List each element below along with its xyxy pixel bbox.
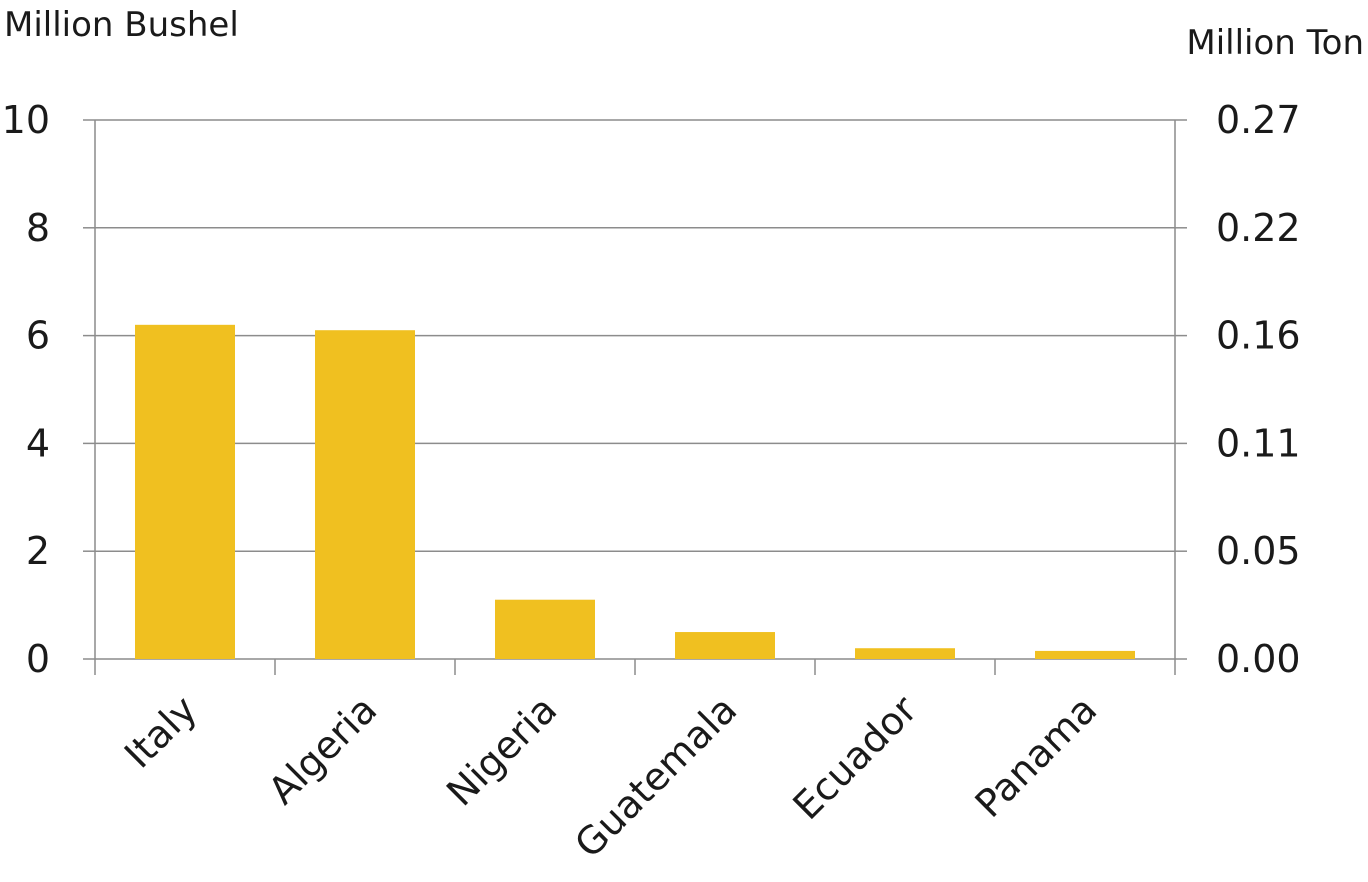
category-label: Italy (116, 687, 205, 776)
category-label: Guatemala (566, 687, 745, 866)
right-tick-label: 0.27 (1216, 98, 1301, 142)
left-tick-labels: 0 2 4 6 8 10 (2, 98, 50, 681)
bars (135, 324, 1135, 659)
axes (83, 119, 1187, 675)
bar-algeria (315, 330, 415, 659)
category-label: Nigeria (438, 687, 565, 814)
bar-panama (1035, 650, 1135, 659)
right-tick-labels: 0.00 0.05 0.11 0.16 0.22 0.27 (1216, 98, 1301, 681)
category-label: Ecuador (784, 687, 925, 828)
bar-italy (135, 324, 235, 659)
left-tick-label: 10 (2, 98, 50, 142)
gridlines (95, 119, 1175, 660)
right-tick-label: 0.16 (1216, 314, 1301, 358)
category-labels: Italy Algeria Nigeria Guatemala Ecuador Panam… (116, 687, 1105, 866)
right-tick-label: 0.11 (1216, 421, 1301, 465)
left-axis-title: Million Bushel (4, 5, 239, 45)
bar-nigeria (495, 599, 595, 659)
bar-ecuador (855, 648, 955, 659)
right-tick-label: 0.00 (1216, 637, 1301, 681)
left-tick-label: 6 (26, 314, 50, 358)
left-tick-label: 2 (26, 529, 50, 573)
category-label: Algeria (260, 687, 386, 813)
category-label: Panama (967, 687, 1106, 826)
left-tick-label: 0 (26, 637, 50, 681)
right-axis-title: Million Ton (1186, 23, 1364, 63)
bar-guatemala (675, 632, 775, 659)
left-tick-label: 4 (26, 421, 50, 465)
right-tick-label: 0.22 (1216, 206, 1301, 250)
right-tick-label: 0.05 (1216, 529, 1301, 573)
left-tick-label: 8 (26, 206, 50, 250)
